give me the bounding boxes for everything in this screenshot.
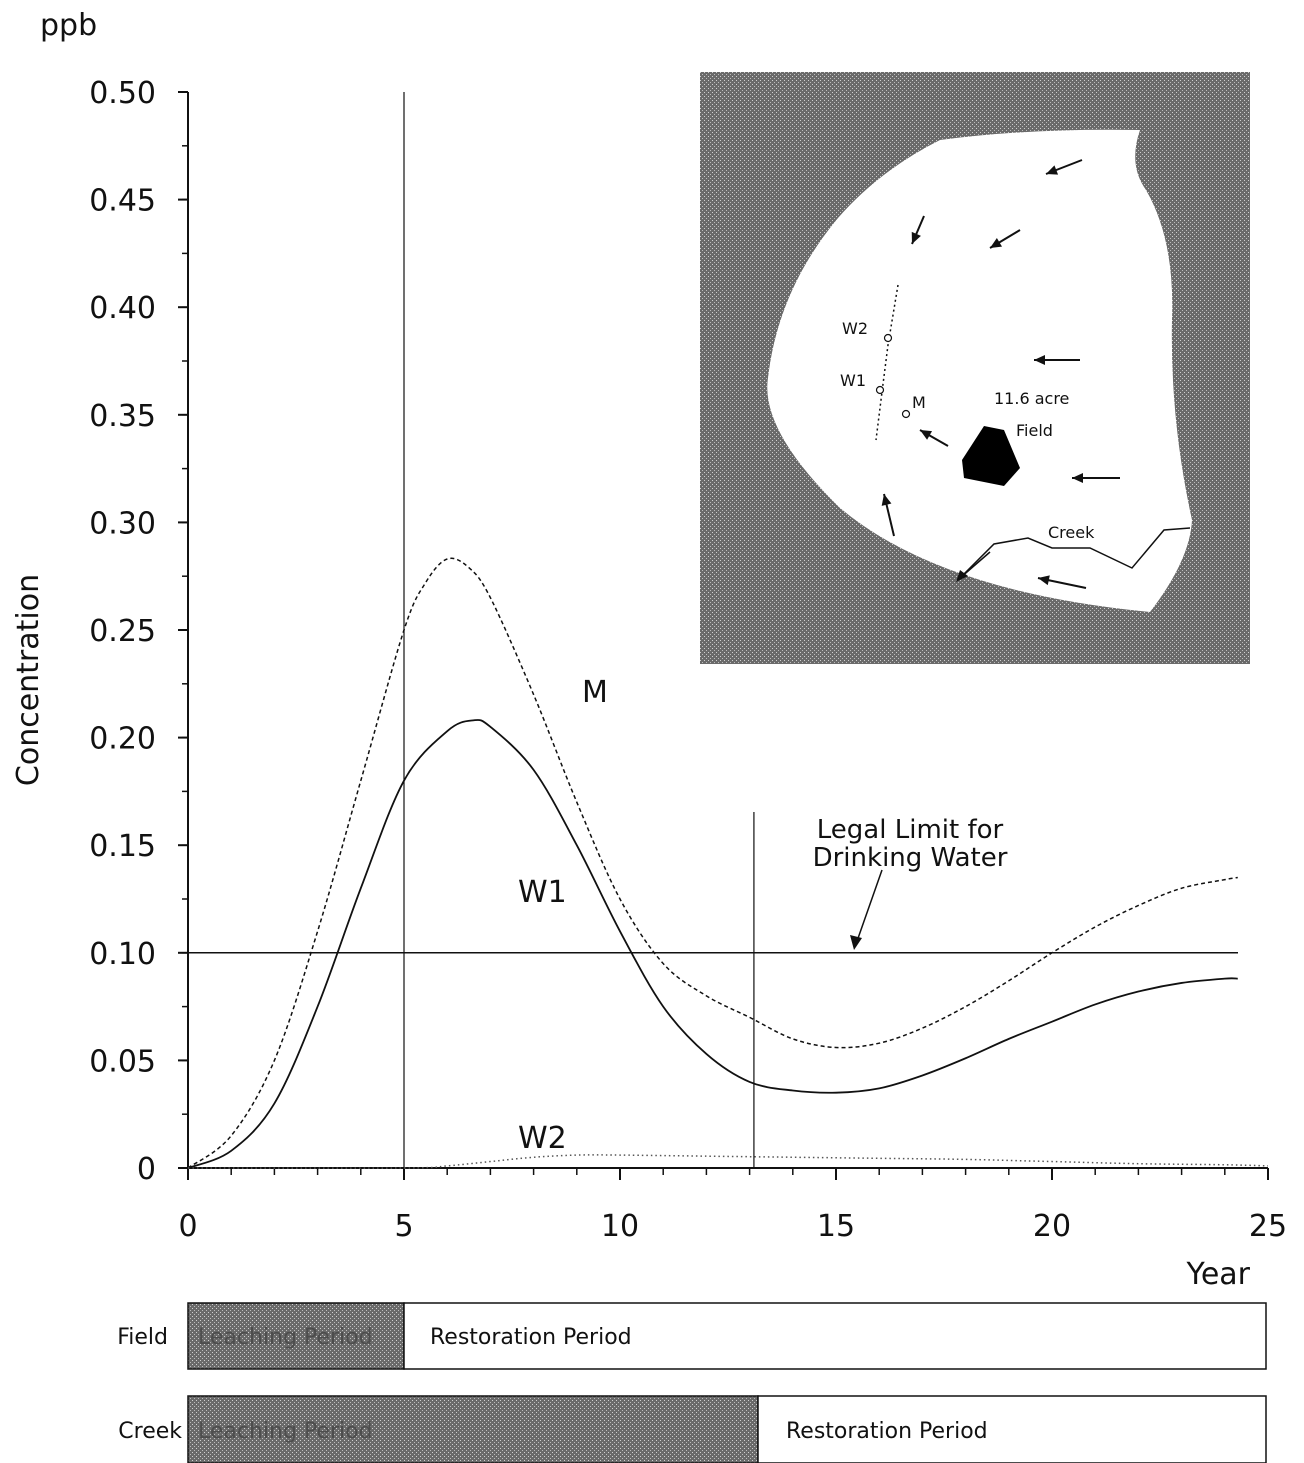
series-line-w1: [187, 719, 1238, 1169]
flow-arrows: [881, 159, 1120, 589]
x-tick-label: 25: [1249, 1209, 1287, 1244]
field-polygon: [962, 426, 1020, 486]
series-label-w2: W2: [518, 1121, 567, 1156]
flow-arrowhead: [1038, 575, 1050, 586]
creek-outlet-arrow: [959, 551, 991, 579]
x-tick-label: 5: [394, 1209, 413, 1244]
well-w1-marker: [875, 385, 885, 395]
flow-arrowhead: [990, 238, 1003, 248]
y-tick-label: 0.30: [89, 506, 156, 541]
period-bars: Field Leaching Period Restoration Period…: [117, 1302, 1267, 1463]
flow-arrowhead: [920, 430, 933, 440]
x-tick-label: 0: [178, 1209, 197, 1244]
creek-restoration-bar: [757, 1395, 1267, 1463]
field-leaching-bar: [187, 1302, 405, 1370]
legal-limit-pointer: [855, 869, 883, 945]
flow-arrowhead: [911, 231, 921, 244]
y-tick-label: 0.45: [89, 184, 156, 219]
y-tick-label: 0: [137, 1152, 156, 1187]
x-tick-label: 20: [1033, 1209, 1071, 1244]
x-axis-title: Year: [1185, 1257, 1250, 1292]
well-m-label: M: [912, 393, 926, 412]
x-ticks: 0 5 10 15 20 25: [178, 1168, 1287, 1244]
well-transect: [875, 284, 899, 441]
flow-arrowhead: [1034, 355, 1045, 365]
y-tick-label: 0.20: [89, 722, 156, 757]
y-axis-title: Concentration: [11, 574, 46, 786]
flow-arrowhead: [881, 494, 892, 506]
legal-limit-arrowhead: [850, 935, 862, 950]
series-line-m: [187, 557, 1238, 1169]
area-label: 11.6 acre: [994, 389, 1069, 408]
creek-restoration-label: Restoration Period: [786, 1419, 988, 1444]
y-tick-label: 0.10: [89, 937, 156, 972]
well-w1-label: W1: [840, 371, 866, 390]
legal-limit-line1: Legal Limit for: [817, 815, 1004, 845]
well-w2-label: W2: [842, 319, 868, 338]
watershed-area: [767, 129, 1192, 612]
creek-leaching-bar: [187, 1395, 759, 1463]
creek-row-label: Creek: [118, 1419, 182, 1444]
legal-limit-line2: Drinking Water: [813, 843, 1008, 873]
y-tick-label: 0.05: [89, 1044, 156, 1079]
y-tick-label: 0.25: [89, 614, 156, 649]
series-line-w2: [187, 1154, 1269, 1169]
creek-leaching-label: Leaching Period: [198, 1419, 373, 1444]
creek-outlet-arrowhead: [956, 570, 968, 582]
flow-arrowhead: [1046, 165, 1059, 175]
field-leaching-label: Leaching Period: [198, 1325, 373, 1350]
creek-label: Creek: [1048, 523, 1095, 542]
y-ticks: 0 0.05 0.10 0.15 0.20 0.25 0.30 0.35 0.40 0.45 0.5…: [89, 76, 188, 1187]
flow-arrowhead: [1072, 473, 1083, 483]
creek-line: [957, 527, 1191, 581]
y-tick-label: 0.40: [89, 291, 156, 326]
field-label: Field: [1016, 421, 1053, 440]
field-restoration-bar: [403, 1302, 1267, 1370]
x-tick-label: 15: [817, 1209, 855, 1244]
inset-map: W2 W1 M 11.6 acre Field Creek: [700, 72, 1250, 664]
series-label-w1: W1: [518, 875, 567, 910]
y-tick-label: 0.35: [89, 399, 156, 434]
curves: [187, 557, 1269, 1169]
y-tick-label: 0.15: [89, 829, 156, 864]
y-tick-label: 0.50: [89, 76, 156, 111]
well-w2-marker: [883, 333, 893, 343]
x-tick-label: 10: [601, 1209, 639, 1244]
well-m-marker: [901, 409, 911, 419]
y-unit-label: ppb: [40, 8, 97, 43]
field-row-label: Field: [117, 1325, 168, 1350]
series-label-m: M: [582, 675, 608, 710]
field-restoration-label: Restoration Period: [430, 1325, 632, 1350]
